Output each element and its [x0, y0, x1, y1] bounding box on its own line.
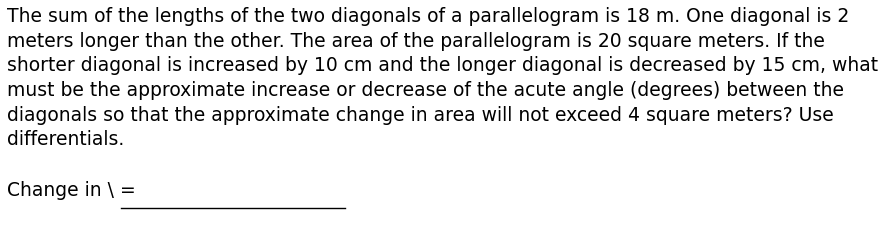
- Text: The sum of the lengths of the two diagonals of a parallelogram is 18 m. One diag: The sum of the lengths of the two diagon…: [7, 7, 878, 149]
- Text: Change in \ =: Change in \ =: [7, 180, 136, 199]
